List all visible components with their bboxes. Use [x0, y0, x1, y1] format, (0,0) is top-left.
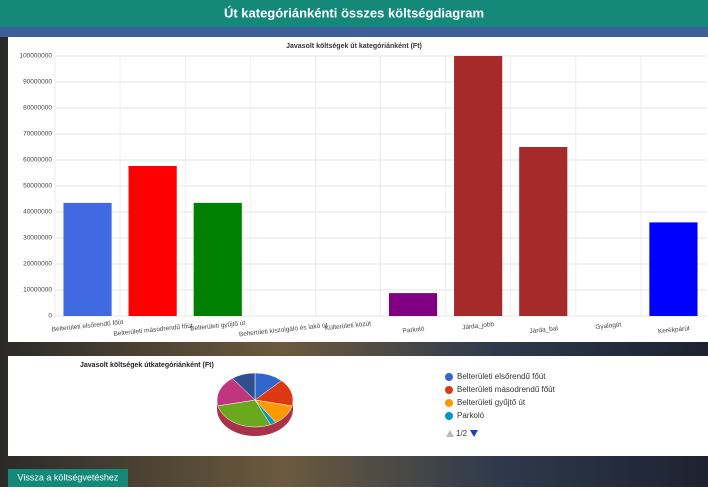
- legend-swatch: [445, 386, 453, 394]
- header-bar: [0, 0, 708, 27]
- legend-label: Belterületi gyűjtő út: [457, 398, 526, 407]
- pie-panel: [8, 356, 708, 456]
- y-tick-label: 40000000: [23, 209, 52, 216]
- bar: [63, 202, 112, 316]
- back-button-label: Vissza a költségvetéshez: [18, 472, 119, 482]
- x-tick-label: Külterületi közút: [325, 320, 372, 332]
- x-tick-label: Parkoló: [402, 326, 425, 335]
- back-button[interactable]: [8, 469, 128, 487]
- y-tick-label: 90000000: [23, 79, 52, 86]
- pager-down[interactable]: [470, 430, 478, 437]
- legend-swatch: [445, 399, 453, 407]
- bar: [519, 147, 568, 316]
- y-tick-label: 0: [48, 313, 52, 320]
- bar-panel: [8, 37, 708, 342]
- pie-slice: [216, 378, 256, 407]
- pie-slice: [231, 372, 256, 401]
- y-tick-label: 60000000: [23, 157, 52, 164]
- pager-up[interactable]: [446, 430, 454, 437]
- x-tick-label: Járda_jobb: [462, 321, 495, 331]
- legend-label: Belterületi elsőrendű főút: [457, 372, 546, 381]
- y-tick-label: 70000000: [23, 131, 52, 138]
- y-tick-label: 10000000: [23, 287, 52, 294]
- chart-title: Javasolt költségek út kategóriánként (Ft…: [286, 43, 422, 50]
- pie-slice: [217, 399, 271, 428]
- x-tick-label: Járda_bal: [529, 325, 559, 335]
- y-tick-label: 30000000: [23, 235, 52, 242]
- y-tick-label: 80000000: [23, 105, 52, 112]
- bar: [128, 165, 177, 316]
- legend-swatch: [445, 373, 453, 381]
- legend-label: Belterületi másodrendű főút: [457, 385, 556, 394]
- y-tick-label: 50000000: [23, 183, 52, 190]
- bar: [454, 56, 503, 316]
- bar: [193, 202, 242, 316]
- x-tick-label: Gyalogút: [595, 321, 622, 331]
- x-tick-label: Kerékpárút: [658, 325, 691, 335]
- y-tick-label: 20000000: [23, 261, 52, 268]
- pager-label: 1/2: [456, 429, 468, 438]
- legend-swatch: [445, 412, 453, 420]
- chart-title: Javasolt költségek útkategóriánként (Ft): [80, 362, 214, 369]
- header-title: Út kategóriánkénti összes költségdiagram: [224, 5, 484, 20]
- legend-pager: 1/2: [446, 429, 478, 438]
- bar: [388, 293, 438, 316]
- legend-label: Parkoló: [457, 411, 485, 420]
- bar: [649, 222, 698, 316]
- y-tick-label: 100000000: [19, 53, 52, 60]
- background-strip: [0, 27, 708, 37]
